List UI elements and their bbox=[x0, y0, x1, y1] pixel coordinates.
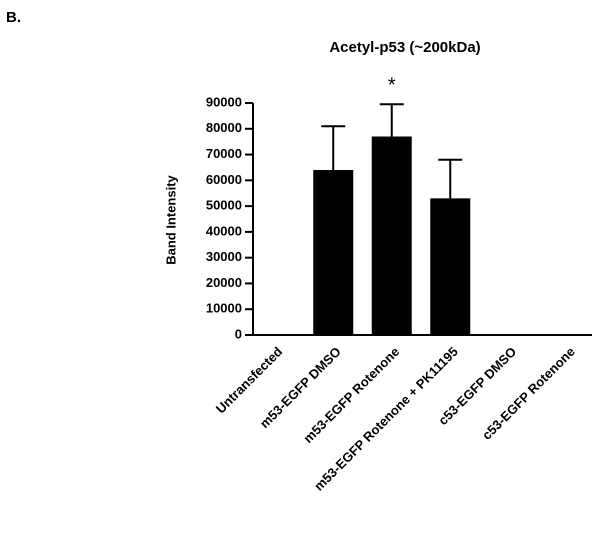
bar bbox=[371, 136, 412, 335]
y-tick-label: 90000 bbox=[206, 94, 242, 109]
y-tick-label: 70000 bbox=[206, 146, 242, 161]
y-tick-label: 10000 bbox=[206, 301, 242, 316]
bar bbox=[313, 170, 354, 335]
y-tick-label: 50000 bbox=[206, 198, 242, 213]
chart-title: Acetyl-p53 (~200kDa) bbox=[329, 39, 480, 56]
y-tick-label: 80000 bbox=[206, 120, 242, 135]
significance-marker: * bbox=[388, 75, 396, 97]
y-tick-label: 20000 bbox=[206, 275, 242, 290]
panel-label: B. bbox=[6, 9, 21, 26]
y-axis-label: Band Intensity bbox=[163, 174, 178, 264]
y-tick-label: 0 bbox=[235, 326, 242, 341]
y-tick-label: 30000 bbox=[206, 249, 242, 264]
y-tick-label: 60000 bbox=[206, 172, 242, 187]
y-tick-label: 40000 bbox=[206, 223, 242, 238]
bar bbox=[430, 198, 471, 335]
x-tick-label: m53-EGFP Rotenone bbox=[300, 344, 402, 446]
